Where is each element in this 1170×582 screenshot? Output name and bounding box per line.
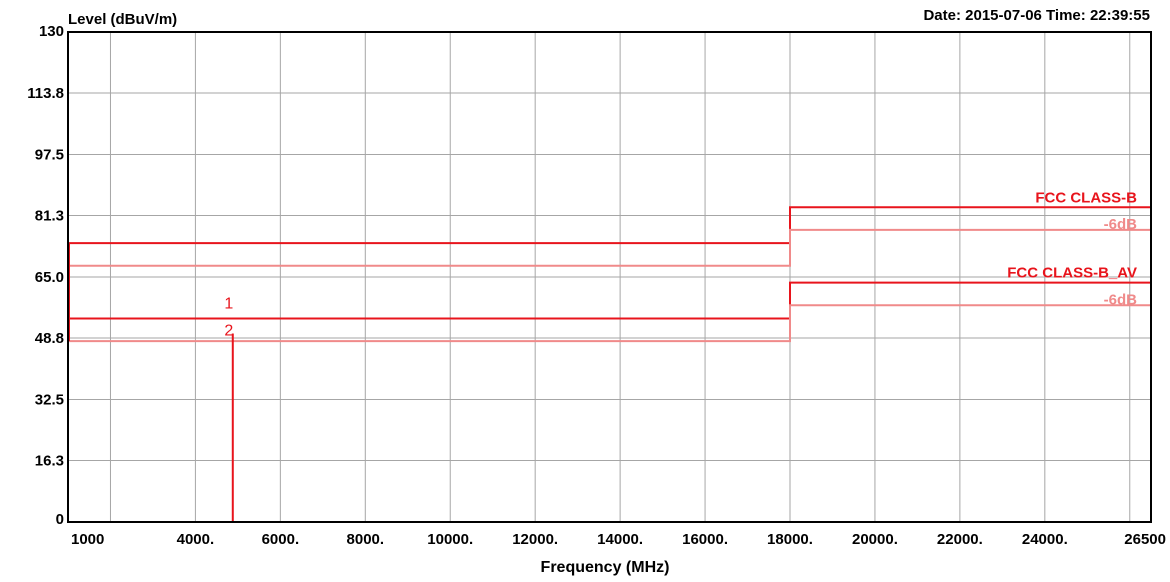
- x-axis-title: Frequency (MHz): [541, 559, 670, 576]
- x-tick-label: 18000.: [767, 531, 813, 548]
- y-tick-label: 65.0: [35, 269, 64, 286]
- grid-lines: [68, 31, 1151, 523]
- limit-line: [68, 228, 1151, 267]
- x-tick-label: 14000.: [597, 531, 643, 548]
- y-tick-label: 130: [39, 23, 64, 40]
- x-tick-label: 22000.: [937, 531, 983, 548]
- x-tick-label: 20000.: [852, 531, 898, 548]
- y-tick-label: 32.5: [35, 392, 64, 409]
- x-tick-label: 6000.: [262, 531, 300, 548]
- x-tick-label: 10000.: [427, 531, 473, 548]
- x-tick-label: 26500: [1124, 531, 1166, 548]
- x-tick-label: 1000: [71, 531, 104, 548]
- limit-line: [68, 281, 1151, 320]
- date-time-label: Date: 2015-07-06 Time: 22:39:55: [923, 7, 1150, 24]
- limit-line: [68, 206, 1151, 245]
- plot-frame: [67, 31, 1152, 523]
- line-labels: FCC CLASS-B -6dB FCC CLASS-B_AV -6dB: [1007, 189, 1137, 308]
- y-tick-label: 113.8: [27, 85, 64, 102]
- marker-label: 1: [224, 296, 233, 313]
- x-tick-label: 24000.: [1022, 531, 1068, 548]
- line-label: -6dB: [1104, 291, 1138, 308]
- limit-lines: [68, 206, 1151, 343]
- y-tick-label: 97.5: [35, 147, 64, 164]
- line-label: FCC CLASS-B: [1035, 189, 1137, 206]
- y-tick-label: 48.8: [35, 330, 64, 347]
- markers: 12: [224, 296, 234, 522]
- tick-labels: 1000 4000. 6000. 8000. 10000. 12000. 14000. 160…: [27, 23, 1166, 548]
- marker-label: 2: [224, 323, 233, 340]
- limit-line: [68, 304, 1151, 343]
- line-label: -6dB: [1104, 216, 1138, 233]
- x-tick-label: 8000.: [347, 531, 385, 548]
- line-label: FCC CLASS-B_AV: [1007, 265, 1137, 282]
- y-tick-label: 81.3: [35, 208, 64, 225]
- y-tick-label: 0: [56, 511, 64, 528]
- x-tick-label: 4000.: [177, 531, 215, 548]
- x-tick-label: 12000.: [512, 531, 558, 548]
- x-tick-label: 16000.: [682, 531, 728, 548]
- y-tick-label: 16.3: [35, 453, 64, 470]
- y-axis-title: Level (dBuV/m): [68, 11, 177, 28]
